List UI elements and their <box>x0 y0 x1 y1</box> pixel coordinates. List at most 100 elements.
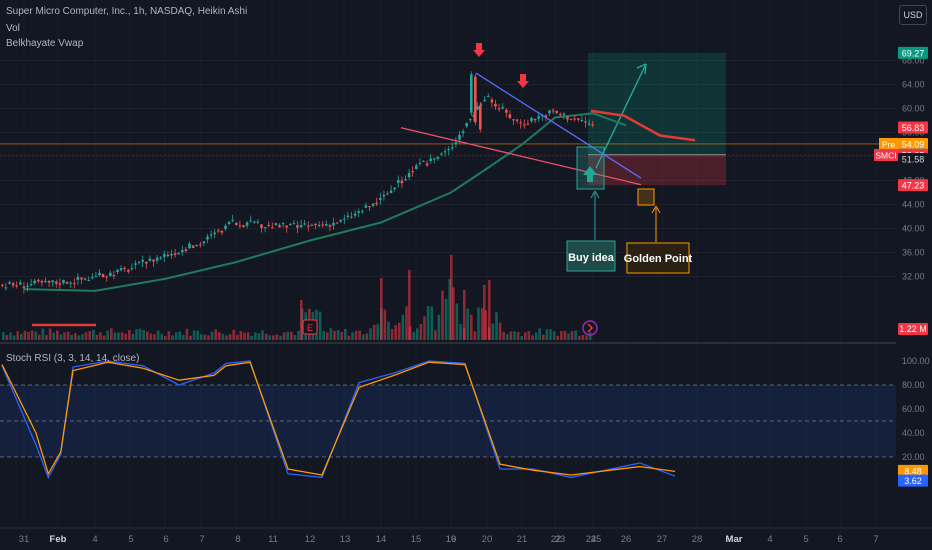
volume-bar <box>138 328 142 340</box>
volume-bar <box>318 311 322 340</box>
candle-body <box>98 272 101 276</box>
candle-body <box>137 261 141 263</box>
candle-body <box>487 95 490 98</box>
candle-body <box>587 123 591 125</box>
legend-vwap[interactable]: Belkhayate Vwap <box>6 38 84 49</box>
time-tick-label: 28 <box>692 534 703 545</box>
volume-bar <box>200 334 203 340</box>
stoch-tick-label: 60.00 <box>902 404 925 414</box>
candle-body <box>544 115 548 118</box>
price-label-text: 51.58 <box>902 155 925 165</box>
candle-body <box>454 142 458 144</box>
volume-bar <box>488 280 491 340</box>
volume-bar <box>466 308 469 340</box>
volume-bar <box>502 332 505 340</box>
candle-body <box>15 285 18 287</box>
volume-bar <box>84 332 88 340</box>
golden-point-arrowhead <box>651 205 661 214</box>
candle-body <box>58 283 62 285</box>
candle-body <box>551 110 555 112</box>
candle-body <box>220 230 224 233</box>
candle-body <box>386 193 389 195</box>
price-tag-box <box>879 137 898 150</box>
candle-body <box>159 257 162 259</box>
volume-bar <box>531 335 534 340</box>
candle-body <box>433 158 436 160</box>
volume-bar <box>513 331 516 340</box>
candle-body <box>195 245 198 247</box>
candle-body <box>181 249 184 253</box>
price-tick-label: 44.00 <box>902 200 925 210</box>
volume-bar <box>117 332 120 340</box>
volume-bar <box>275 334 279 340</box>
stoch-rsi-title[interactable]: Stoch RSI (3, 3, 14, 14, close) <box>6 353 140 364</box>
volume-bar <box>297 330 300 340</box>
volume-bar <box>124 333 127 340</box>
volume-bar <box>398 322 401 340</box>
time-tick-label: 6 <box>163 534 168 545</box>
candle-body <box>472 114 476 118</box>
volume-bar <box>174 332 178 340</box>
volume-bar <box>477 307 480 340</box>
earnings-flag-icon <box>302 319 318 335</box>
vwap-line <box>23 112 627 292</box>
volume-bar <box>196 330 199 340</box>
volume-bar <box>408 270 411 340</box>
volume-bar <box>563 330 567 340</box>
stoch-line-d <box>1 361 676 476</box>
candle-body <box>404 179 407 181</box>
price-label-box <box>898 137 928 150</box>
candle-body <box>148 258 152 261</box>
candle-body <box>479 105 482 130</box>
volume-bar <box>239 331 243 340</box>
volume-bar <box>16 331 19 340</box>
volume-bar <box>362 334 365 340</box>
price-axis-bg <box>896 0 932 528</box>
candle-body <box>29 284 33 286</box>
price-tick-label: 60.00 <box>902 104 925 114</box>
candle-body <box>512 119 515 121</box>
candle-body <box>368 206 371 208</box>
candle-body <box>83 278 87 280</box>
volume-bar <box>585 335 588 340</box>
candle-body <box>577 118 580 120</box>
volume-bar <box>257 333 261 340</box>
price-tick-label: 64.00 <box>902 80 925 90</box>
volume-bar <box>376 324 379 340</box>
volume-bar <box>483 285 486 340</box>
golden-point-label-box <box>626 242 690 274</box>
candle-body <box>69 282 72 284</box>
time-tick-label: 25 <box>591 534 602 545</box>
volume-bar <box>149 333 153 340</box>
volume-bar <box>218 332 221 340</box>
candle-body <box>580 119 584 122</box>
legend-vol[interactable]: Vol <box>6 23 20 34</box>
candle-body <box>407 173 411 178</box>
volume-bar <box>380 278 383 340</box>
currency-button[interactable]: USD <box>899 5 927 25</box>
stoch-tick-label: 100.00 <box>902 356 930 366</box>
volume-bar <box>419 324 423 340</box>
price-tag-box <box>874 149 898 161</box>
volume-bar <box>171 335 174 340</box>
volume-bar <box>207 335 210 340</box>
candle-body <box>267 224 270 226</box>
volume-bar <box>322 330 325 340</box>
candle-body <box>109 272 112 276</box>
volume-bar <box>128 330 131 340</box>
volume-bar <box>545 329 549 340</box>
candle-body <box>490 99 494 103</box>
volume-bar <box>41 328 45 340</box>
volume-bar <box>113 332 117 340</box>
stoch-value-label: 3.62 <box>904 476 922 486</box>
volume-bar <box>23 330 27 340</box>
time-tick-label: 5 <box>128 534 133 545</box>
time-tick-label: 5 <box>803 534 808 545</box>
volume-bar <box>250 335 253 340</box>
candle-body <box>566 116 569 120</box>
candle-body <box>339 219 342 222</box>
volume-bar <box>480 308 484 340</box>
candle-body <box>202 241 206 244</box>
volume-bar <box>463 290 466 340</box>
